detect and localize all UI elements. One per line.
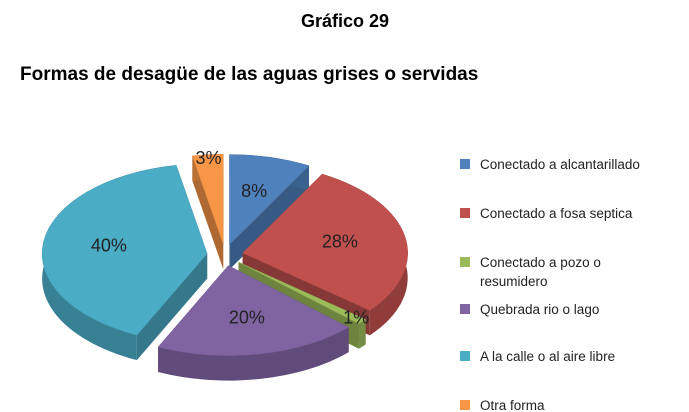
pie-slice <box>192 153 224 270</box>
legend-item: Quebrada rio o lago <box>460 300 685 319</box>
slice-top <box>157 265 350 356</box>
legend-swatch <box>460 400 470 410</box>
legend-swatch <box>460 351 470 361</box>
chart-title: Gráfico 29 <box>301 11 389 31</box>
legend-item: Conectado a fosa septica <box>460 204 685 223</box>
legend-label: Otra forma <box>480 398 545 412</box>
legend-item: Conectado a pozo o resumidero <box>460 253 685 291</box>
slice-side <box>192 155 224 270</box>
legend-swatch <box>460 208 470 218</box>
slice-wall <box>358 319 366 349</box>
chart-subtitle: Formas de desagüe de las aguas grises o … <box>20 64 478 85</box>
slice-top <box>229 154 310 246</box>
slice-top <box>192 153 224 245</box>
legend-label: Conectado a pozo o resumidero <box>480 255 601 289</box>
data-label: 8% <box>241 181 267 201</box>
slice-wall <box>158 327 349 381</box>
data-label: 1% <box>343 307 369 327</box>
slice-side <box>136 253 208 361</box>
legend-swatch <box>460 304 470 314</box>
legend-label: Conectado a alcantarillado <box>480 157 640 172</box>
slice-top <box>41 164 208 336</box>
data-label: 28% <box>322 232 358 252</box>
legend-swatch <box>460 257 470 267</box>
pie-slice <box>157 265 350 381</box>
legend-label: Quebrada rio o lago <box>480 302 600 317</box>
legend-item: Otra forma <box>460 396 685 412</box>
data-label: 3% <box>196 148 222 168</box>
legend-label: Conectado a fosa septica <box>480 206 633 221</box>
legend-swatch <box>460 159 470 169</box>
data-label: 40% <box>91 236 127 256</box>
pie-slice <box>229 154 310 270</box>
pie-slice <box>41 164 208 361</box>
slice-top <box>242 173 408 311</box>
legend-label: A la calle o al aire libre <box>480 349 616 364</box>
legend-item: A la calle o al aire libre <box>460 347 685 366</box>
legend-item: Conectado a alcantarillado <box>460 155 685 174</box>
data-label: 20% <box>229 307 265 327</box>
slice-side <box>229 165 309 270</box>
slice-top <box>238 261 367 325</box>
